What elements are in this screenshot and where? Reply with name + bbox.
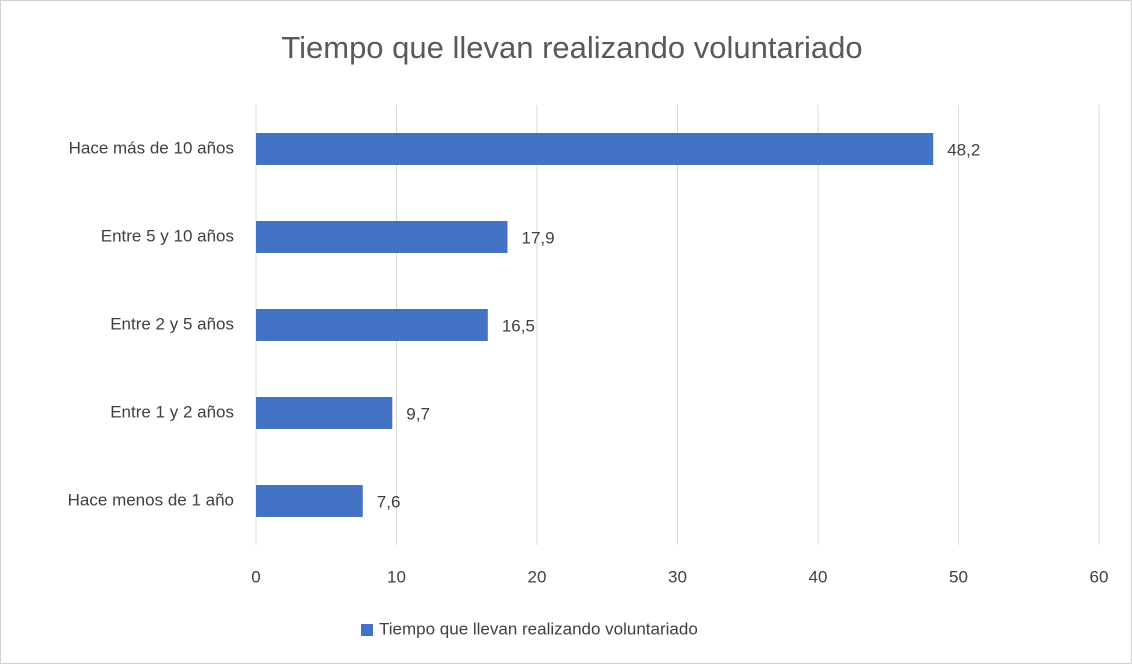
bar: [256, 133, 934, 165]
x-tick-label: 0: [251, 567, 260, 586]
data-label: 16,5: [502, 316, 535, 335]
bar: [256, 485, 363, 517]
x-tick-label: 10: [387, 567, 406, 586]
bar: [256, 221, 508, 253]
bar: [256, 309, 488, 341]
y-tick-label: Entre 1 y 2 años: [110, 402, 234, 421]
legend-swatch: [361, 624, 373, 636]
legend-label: Tiempo que llevan realizando voluntariad…: [379, 619, 698, 638]
data-label: 48,2: [947, 140, 980, 159]
y-tick-label: Hace menos de 1 año: [68, 490, 234, 509]
x-tick-label: 50: [949, 567, 968, 586]
y-tick-label: Entre 5 y 10 años: [101, 226, 234, 245]
y-tick-label: Hace más de 10 años: [69, 138, 234, 157]
data-label: 9,7: [406, 404, 430, 423]
data-label: 7,6: [377, 492, 401, 511]
data-label: 17,9: [521, 228, 554, 247]
x-tick-label: 40: [809, 567, 828, 586]
bar: [256, 397, 393, 429]
chart-title: Tiempo que llevan realizando voluntariad…: [281, 30, 862, 65]
x-tick-label: 60: [1090, 567, 1109, 586]
y-tick-label: Entre 2 y 5 años: [110, 314, 234, 333]
x-tick-label: 30: [668, 567, 687, 586]
x-tick-label: 20: [528, 567, 547, 586]
